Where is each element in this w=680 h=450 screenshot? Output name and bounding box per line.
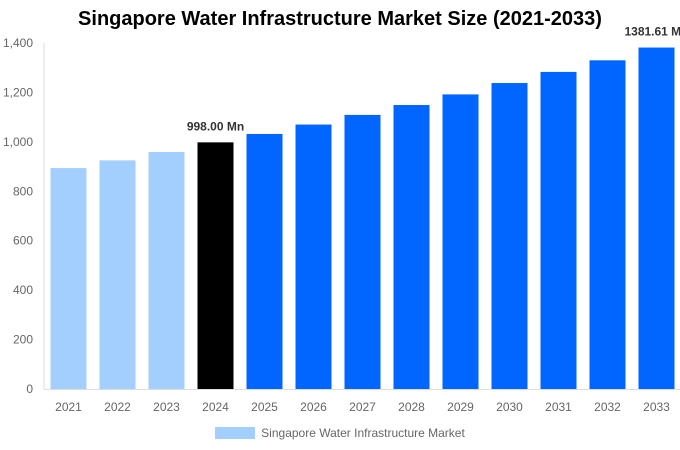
bar-2028: [393, 105, 430, 389]
legend: Singapore Water Infrastructure Market: [0, 426, 680, 440]
bar-2030: [491, 83, 528, 389]
chart-title: Singapore Water Infrastructure Market Si…: [78, 8, 602, 30]
bar-2025: [246, 133, 283, 389]
y-tick-label: 1,200: [3, 85, 33, 99]
y-tick-label: 0: [26, 382, 33, 396]
x-tick-label: 2024: [202, 400, 229, 414]
bar-2023: [148, 151, 185, 389]
bar-2031: [540, 71, 577, 389]
x-tick-label: 2021: [55, 400, 82, 414]
x-tick-label: 2030: [496, 400, 523, 414]
legend-label: Singapore Water Infrastructure Market: [261, 426, 465, 440]
x-tick-label: 2028: [398, 400, 425, 414]
bar-2022: [99, 160, 136, 389]
bar-2029: [442, 94, 479, 390]
x-tick-label: 2025: [251, 400, 278, 414]
y-tick-label: 400: [13, 283, 33, 297]
bar-2024: [197, 142, 234, 389]
y-tick-label: 800: [13, 184, 33, 198]
data-label-2033: 1381.61 Mn: [624, 25, 680, 39]
y-tick-label: 200: [13, 333, 33, 347]
legend-swatch: [215, 427, 256, 439]
bar-2021: [50, 168, 87, 389]
x-tick-label: 2033: [643, 400, 670, 414]
x-tick-label: 2032: [594, 400, 621, 414]
x-tick-label: 2026: [300, 400, 327, 414]
x-tick-label: 2029: [447, 400, 474, 414]
y-tick-label: 1,000: [3, 135, 33, 149]
x-tick-label: 2031: [545, 400, 572, 414]
y-tick-label: 600: [13, 234, 33, 248]
data-label-2024: 998.00 Mn: [187, 119, 244, 133]
bar-2032: [589, 60, 626, 390]
x-tick-label: 2027: [349, 400, 376, 414]
bar-2033: [638, 47, 675, 390]
bar-2027: [344, 114, 381, 389]
x-tick-label: 2022: [104, 400, 131, 414]
y-tick-label: 1,400: [3, 36, 33, 50]
x-tick-label: 2023: [153, 400, 180, 414]
bar-2026: [295, 124, 332, 390]
